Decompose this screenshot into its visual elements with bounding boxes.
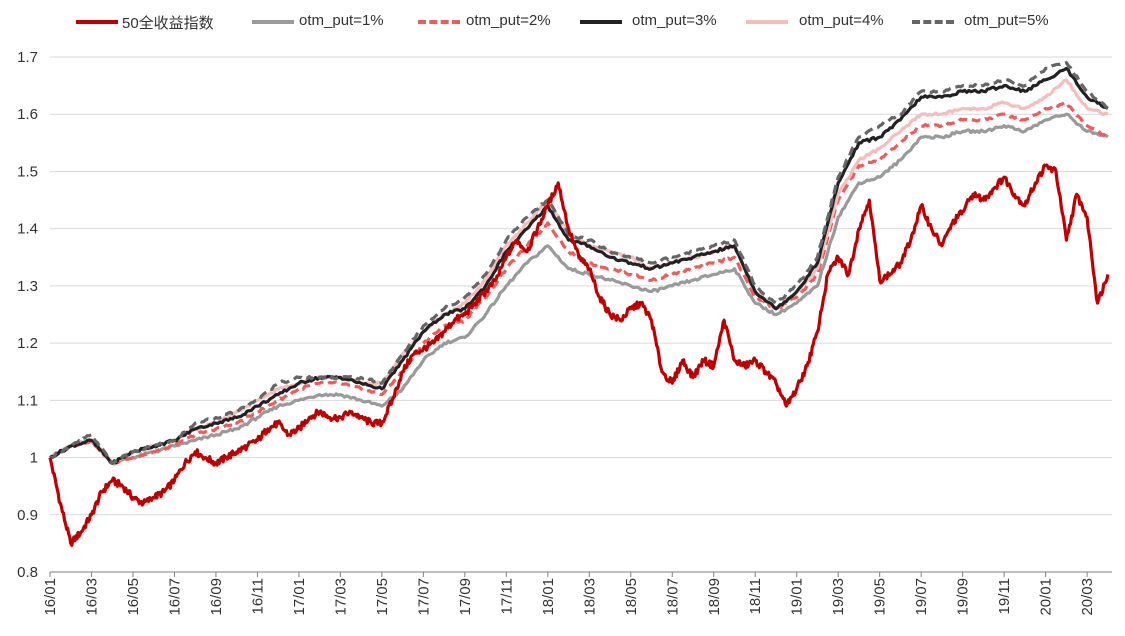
x-tick-label: 16/07: [166, 578, 183, 616]
legend-label-otm-put-4: otm_put=4%: [799, 12, 884, 29]
x-tick-label: 18/07: [664, 578, 681, 616]
series-line-3: [49, 66, 1109, 465]
legend-swatch-otm-put-2: [418, 20, 460, 24]
x-tick-label: 18/05: [623, 578, 640, 616]
x-tick-label: 20/03: [1079, 578, 1096, 616]
legend-label-otm-put-2: otm_put=2%: [466, 12, 551, 29]
y-tick-label: 1: [30, 450, 38, 467]
x-axis: 16/01 16/03 16/05 16/07 16/09 16/11 17/01 17/03…: [42, 571, 1112, 616]
x-tick-label: 19/07: [913, 578, 930, 616]
x-tick-label: 19/11: [996, 578, 1013, 614]
series-line-5: [49, 61, 1109, 465]
y-tick-label: 0.9: [17, 507, 38, 524]
legend-swatch-50-index: [76, 20, 118, 24]
x-tick-label: 18/01: [540, 578, 557, 616]
series-line-1: [49, 112, 1109, 466]
x-tick-label: 16/03: [83, 578, 100, 616]
x-tick-label: 17/09: [457, 578, 474, 616]
y-tick-label: 1.2: [17, 335, 38, 352]
x-tick-label: 16/09: [208, 578, 225, 616]
y-tick-label: 1.5: [17, 163, 38, 180]
x-tick-label: 17/05: [374, 578, 391, 616]
x-tick-label: 16/11: [249, 578, 266, 614]
y-tick-label: 1.6: [17, 106, 38, 123]
y-tick-label: 1.3: [17, 278, 38, 295]
x-tick-label: 19/03: [830, 578, 847, 616]
y-axis: 0.8 0.9 1 1.1 1.2 1.3 1.4 1.5 1.6 1.7: [17, 49, 38, 581]
x-tick-label: 16/05: [125, 578, 142, 616]
legend-label-otm-put-3: otm_put=3%: [632, 12, 717, 29]
x-tick-label: 17/11: [498, 578, 515, 614]
x-tick-label: 19/01: [789, 578, 806, 616]
legend-swatch-otm-put-1: [252, 20, 294, 24]
x-tick-label: 17/07: [415, 578, 432, 616]
x-tick-label: 19/05: [872, 578, 889, 616]
x-tick-label: 17/03: [332, 578, 349, 616]
chart-legend: 50全收益指数 otm_put=1% otm_put=2% otm_put=3%…: [0, 6, 1125, 36]
legend-label-otm-put-1: otm_put=1%: [299, 12, 384, 29]
y-tick-label: 1.1: [17, 392, 38, 409]
x-tick-label: 20/01: [1038, 578, 1055, 616]
y-tick-label: 1.4: [17, 221, 38, 238]
x-tick-label: 19/09: [955, 578, 972, 616]
x-tick-label: 18/11: [747, 578, 764, 614]
series-line-2: [49, 101, 1109, 465]
x-tick-label: 17/01: [291, 578, 308, 616]
x-tick-label: 18/09: [706, 578, 723, 616]
legend-label-otm-put-5: otm_put=5%: [964, 12, 1049, 29]
y-tick-label: 1.7: [17, 49, 38, 66]
x-tick-label: 16/01: [42, 578, 59, 616]
legend-label-50-index: 50全收益指数: [122, 15, 214, 32]
x-tick-label: 18/03: [581, 578, 598, 616]
legend-swatch-otm-put-5: [912, 20, 954, 24]
series-line-0: [48, 163, 1110, 547]
legend-swatch-otm-put-4: [746, 20, 788, 24]
legend-swatch-otm-put-3: [580, 20, 622, 24]
y-tick-label: 0.8: [17, 564, 38, 581]
series-lines: [48, 61, 1110, 547]
